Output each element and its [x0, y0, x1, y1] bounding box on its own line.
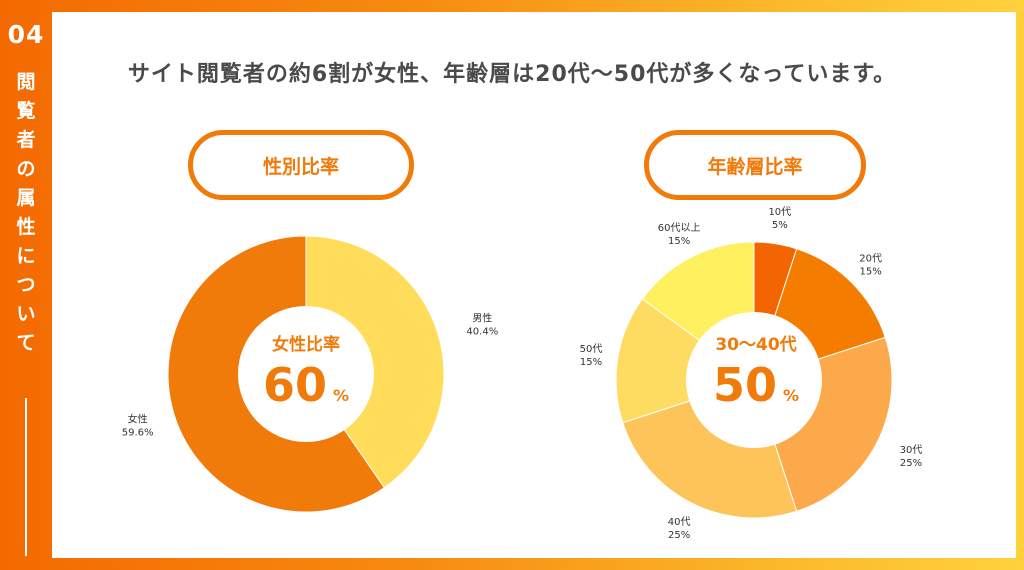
age-center-text: 30〜40代 50% — [696, 333, 816, 424]
gender-slice-0 — [305, 235, 445, 489]
section-divider-line — [25, 398, 27, 556]
gender-center-value: 60 — [262, 358, 327, 412]
age-slice-category-label: 50代 — [580, 343, 603, 355]
age-slice-value-label: 25% — [900, 458, 922, 469]
gender-donut-hole — [238, 306, 374, 442]
age-ratio-pill-label: 年齢層比率 — [707, 155, 803, 178]
section-title-char: 属 — [16, 187, 36, 209]
age-slice-value-label: 15% — [668, 236, 690, 247]
age-slice-value-label: 25% — [668, 530, 690, 541]
sidebar: 04 閲覧者の属性について — [0, 0, 52, 570]
gender-ratio-pill-label: 性別比率 — [262, 155, 339, 178]
age-ratio-pill: 年齢層比率 — [644, 130, 866, 200]
age-slice-category-label: 20代 — [859, 252, 882, 264]
section-title-char: に — [16, 245, 36, 267]
section-number: 04 — [7, 20, 45, 49]
gender-center-label: 女性比率 — [272, 335, 340, 355]
age-slice-category-label: 60代以上 — [658, 222, 701, 234]
gender-slice-category-label: 女性 — [128, 412, 148, 425]
age-center-unit: % — [782, 386, 800, 405]
section-title-char: 閲 — [16, 71, 36, 93]
gender-slice-category-label: 男性 — [472, 312, 492, 325]
section-title-char: 覧 — [16, 100, 36, 122]
age-center-label: 30〜40代 — [715, 335, 797, 355]
section-title-char: 性 — [16, 216, 36, 238]
age-slice-value-label: 5% — [772, 220, 788, 231]
section-title-char: つ — [16, 274, 36, 296]
age-center-value: 50 — [712, 358, 777, 412]
gender-slice-value-label: 59.6% — [122, 427, 154, 438]
gender-ratio-pill: 性別比率 — [188, 130, 414, 200]
page-headline: サイト閲覧者の約6割が女性、年齢層は20代〜50代が多くなっています。 — [127, 62, 897, 87]
age-donut-hole — [686, 312, 822, 448]
age-slice-value-label: 15% — [580, 357, 602, 368]
age-slice-category-label: 40代 — [668, 516, 691, 528]
gender-slice-value-label: 40.4% — [466, 327, 498, 338]
age-slice-value-label: 15% — [860, 266, 882, 277]
section-title-char: い — [16, 303, 36, 325]
section-title-char: 者 — [16, 129, 36, 151]
age-slice-category-label: 30代 — [900, 444, 923, 456]
section-title: 閲覧者の属性について — [0, 68, 52, 358]
age-slice-category-label: 10代 — [768, 206, 791, 218]
section-title-char: の — [16, 158, 36, 180]
gender-center-text: 女性比率 60% — [246, 333, 366, 424]
section-title-char: て — [16, 332, 36, 354]
age-slice-4 — [615, 298, 756, 424]
gender-center-unit: % — [332, 386, 350, 405]
